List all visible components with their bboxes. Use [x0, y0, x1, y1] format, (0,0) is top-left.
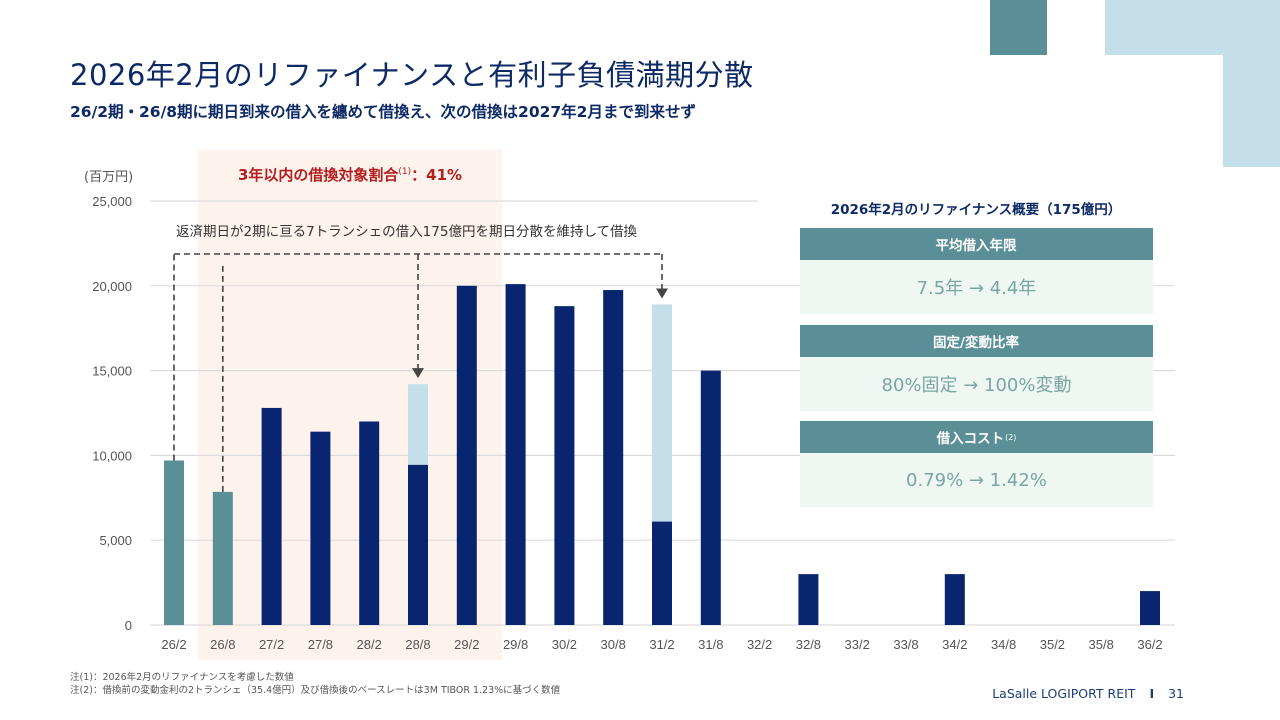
card-value: 7.5年 → 4.4年: [800, 260, 1153, 314]
x-tick-label: 33/8: [893, 637, 918, 652]
x-tick-label: 28/8: [405, 637, 430, 652]
bar-existing-36-2: [1140, 591, 1160, 625]
x-tick-label: 32/8: [796, 637, 821, 652]
footnote-2: 注(2)：借換前の変動金利の2トランシェ（35.4億円）及び借換後のベースレート…: [70, 685, 561, 696]
x-tick-label: 30/2: [552, 637, 577, 652]
y-tick-label: 15,000: [92, 364, 132, 379]
brand-name: LaSalle LOGIPORT REIT: [992, 686, 1136, 701]
bar-new-28-8: [408, 384, 428, 465]
bar-existing-30-2: [554, 306, 575, 625]
arrow-head-icon: [412, 368, 424, 379]
x-tick-label: 26/2: [161, 637, 186, 652]
card-value: 0.79% → 1.42%: [800, 453, 1153, 507]
arrow-head-icon: [656, 288, 668, 299]
decor-teal-square: [990, 0, 1047, 55]
x-tick-label: 32/2: [747, 637, 772, 652]
x-tick-label: 35/2: [1040, 637, 1065, 652]
bar-existing-27-2: [261, 407, 282, 625]
card-label: 借入コスト: [936, 431, 1005, 447]
y-tick-label: 5,000: [99, 533, 132, 548]
footnote-1: 注(1)：2026年2月のリファイナンスを考慮した数値: [70, 672, 294, 683]
bar-existing-27-8: [310, 431, 331, 625]
bar-existing-31-2: [652, 521, 672, 625]
x-tick-label: 31/8: [698, 637, 723, 652]
x-tick-label: 29/8: [503, 637, 528, 652]
x-tick-label: 26/8: [210, 637, 235, 652]
x-tick-label: 31/2: [649, 637, 674, 652]
ratio-footnote: (1): [398, 167, 412, 177]
y-tick-label: 0: [125, 618, 132, 633]
bar-existing-32-8: [798, 574, 819, 625]
y-tick-label: 20,000: [92, 279, 132, 294]
refinance-ratio-label: 3年以内の借換対象割合(1)：41%: [198, 164, 502, 185]
bar-existing-28-8: [408, 464, 428, 625]
card-borrowing-cost: 借入コスト (2) 0.79% → 1.42%: [800, 421, 1153, 507]
panel-title: 2026年2月のリファイナンス概要（175億円）: [830, 202, 1122, 218]
x-tick-label: 27/8: [308, 637, 333, 652]
bar-existing-29-8: [505, 284, 526, 625]
footer: LaSalle LOGIPORT REIT I 31: [992, 686, 1184, 701]
card-header: 平均借入年限: [800, 228, 1153, 260]
bar-existing-34-2: [944, 574, 965, 625]
x-tick-label: 36/2: [1137, 637, 1162, 652]
page-subtitle: 26/2期・26/8期に期日到来の借入を纏めて借換え、次の借換は2027年2月ま…: [70, 103, 696, 121]
chart-annotation: 返済期日が2期に亘る7トランシェの借入175億円を期日分散を維持して借換: [176, 224, 638, 240]
x-tick-label: 34/2: [942, 637, 967, 652]
card-avg-term: 平均借入年限 7.5年 → 4.4年: [800, 228, 1153, 314]
y-tick-label: 10,000: [92, 448, 132, 463]
decor-blue-block-side: [1223, 55, 1280, 167]
ratio-text: 3年以内の借換対象割合: [237, 166, 399, 184]
y-tick-labels: 0 5,000 10,000 15,000 20,000 25,000: [92, 194, 132, 633]
page-number: 31: [1168, 686, 1184, 701]
bar-refinanced-26-8: [212, 491, 233, 625]
bar-existing-29-2: [456, 285, 477, 625]
bar-refinanced-26-2: [164, 460, 184, 625]
x-tick-labels: 26/2 26/8 27/2 27/8 28/2 28/8 29/2 29/8 30/2 30/8…: [161, 637, 1162, 652]
bar-existing-28-2: [359, 421, 380, 625]
card-label: 固定/変動比率: [933, 335, 1019, 351]
footer-separator: I: [1149, 686, 1155, 701]
card-value: 80%固定 → 100%変動: [800, 357, 1153, 411]
bar-existing-31-8: [700, 370, 721, 625]
x-tick-label: 27/2: [259, 637, 284, 652]
bar-new-31-2: [652, 304, 672, 522]
card-header: 借入コスト (2): [800, 421, 1153, 453]
x-tick-label: 35/8: [1089, 637, 1114, 652]
refinance-arrows: [173, 253, 668, 492]
highlight-region: [198, 150, 502, 660]
x-tick-label: 28/2: [357, 637, 382, 652]
x-tick-label: 34/8: [991, 637, 1016, 652]
y-axis-unit: (百万円): [84, 170, 134, 185]
card-fixed-floating: 固定/変動比率 80%固定 → 100%変動: [800, 325, 1153, 411]
page-title: 2026年2月のリファイナンスと有利子負債満期分散: [70, 58, 754, 92]
x-tick-label: 29/2: [454, 637, 479, 652]
x-tick-label: 33/2: [845, 637, 870, 652]
y-tick-label: 25,000: [92, 194, 132, 209]
bars: [164, 284, 1160, 625]
card-label: 平均借入年限: [935, 238, 1017, 254]
decor-blue-block-top: [1105, 0, 1280, 55]
card-header: 固定/変動比率: [800, 325, 1153, 357]
footnotes: 注(1)：2026年2月のリファイナンスを考慮した数値 注(2)：借換前の変動金…: [70, 671, 560, 697]
bar-existing-30-8: [603, 290, 624, 625]
x-tick-label: 30/8: [601, 637, 626, 652]
card-footnote: (2): [1005, 432, 1017, 442]
ratio-value: ：41%: [411, 166, 463, 184]
